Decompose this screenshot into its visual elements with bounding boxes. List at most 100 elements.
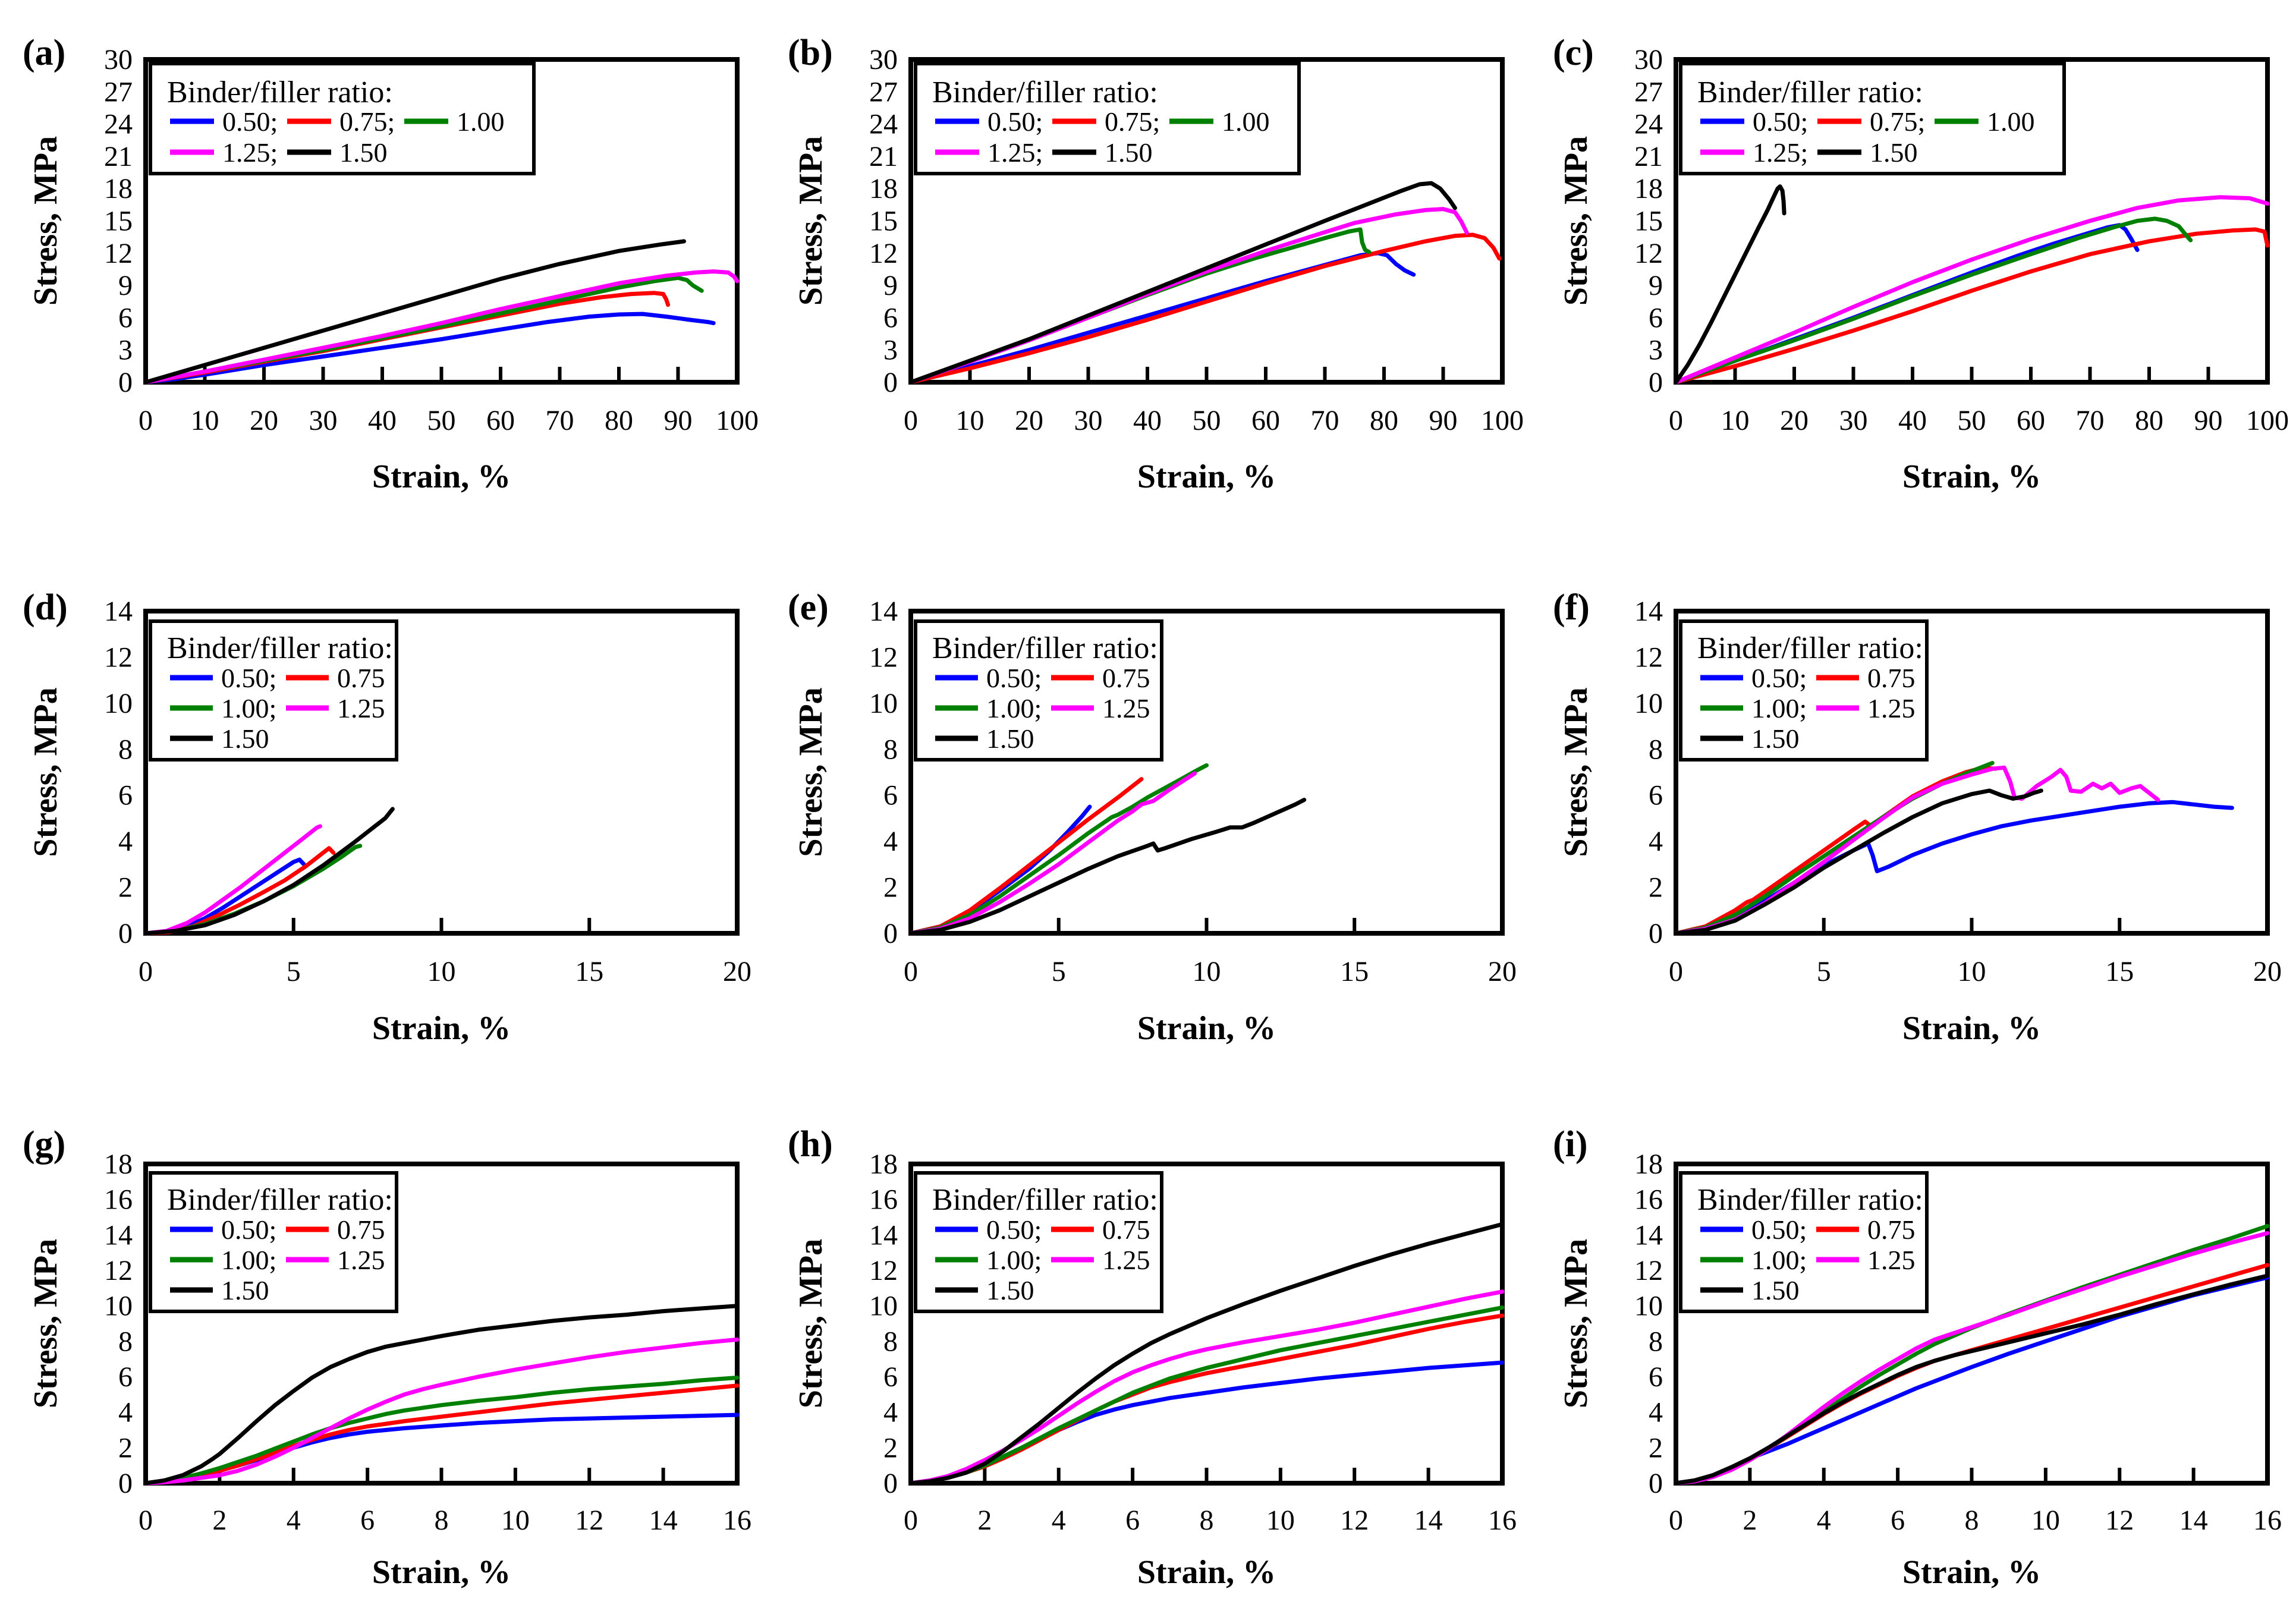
series-0.50: [1674, 800, 2234, 936]
y-axis-title: Stress, MPa: [1558, 136, 1594, 306]
x-tick-label: 5: [1052, 956, 1066, 987]
legend: Binder/filler ratio:0.50; 0.75 1.00; 1.25 1.…: [1679, 1171, 1929, 1313]
y-tick-label: 16: [104, 1184, 133, 1216]
x-tick-label: 60: [486, 405, 515, 436]
x-tick-label: 20: [1780, 405, 1809, 436]
y-tick-label: 12: [104, 641, 133, 673]
y-tick-label: 0: [118, 1468, 133, 1499]
x-tick-label: 20: [250, 405, 278, 436]
y-tick-label: 6: [883, 1361, 898, 1393]
x-tick-label: 80: [2135, 405, 2163, 436]
legend-label: 0.50;: [987, 106, 1043, 137]
series-1.50: [1674, 184, 1787, 385]
y-tick-label: 4: [118, 1397, 133, 1428]
panel-d: 0 5 10 15 20 0 2 4 6 8 10 12 14 Strain, % Stress, MPa B…: [0, 537, 765, 1074]
x-tick-label: 10: [191, 405, 219, 436]
y-tick-label: 18: [869, 1149, 898, 1180]
series-1.25: [143, 1337, 740, 1486]
plot-frame: [143, 609, 740, 936]
y-tick-label: 10: [1634, 1291, 1663, 1322]
y-tick-label: 18: [869, 173, 898, 204]
x-tick-label: 6: [1125, 1505, 1140, 1536]
legend-title: Binder/filler ratio:: [1697, 1183, 1923, 1217]
x-tick-label: 10: [956, 405, 985, 436]
legend-title: Binder/filler ratio:: [1697, 75, 1923, 109]
legend-label: 1.00;: [986, 693, 1042, 723]
series-0.50: [908, 804, 1092, 936]
legend: Binder/filler ratio:0.50; 0.75 1.00; 1.25 1.…: [914, 619, 1163, 762]
legend-label: 1.25: [337, 1245, 385, 1275]
legend-title: Binder/filler ratio:: [932, 1183, 1158, 1217]
y-tick-label: 4: [883, 1397, 898, 1428]
legend-label: 0.75: [1102, 663, 1150, 693]
y-tick-label: 9: [883, 270, 898, 301]
series-1.25: [908, 207, 1469, 385]
y-tick-label: 14: [1634, 1219, 1663, 1251]
legend: Binder/filler ratio:0.50; 0.75 1.00; 1.25 1.…: [149, 619, 398, 762]
x-tick-label: 50: [427, 405, 456, 436]
legend-label: 1.25: [1102, 1245, 1150, 1275]
y-tick-label: 2: [1649, 872, 1663, 904]
y-tick-label: 3: [1649, 335, 1663, 366]
legend-label: 1.00: [1987, 106, 2035, 137]
y-tick-label: 12: [104, 238, 133, 269]
x-tick-label: 50: [1193, 405, 1221, 436]
y-tick-label: 0: [118, 367, 133, 398]
y-axis-title: Stress, MPa: [792, 1239, 829, 1408]
x-axis-title: Strain, %: [1137, 1010, 1276, 1047]
x-tick-label: 6: [1891, 1505, 1905, 1536]
x-axis-title: Strain, %: [1902, 1010, 2041, 1047]
legend-label: 1.25: [1867, 693, 1916, 723]
legend-label: 0.75: [1867, 663, 1916, 693]
x-tick-label: 12: [575, 1505, 603, 1536]
y-tick-label: 8: [1649, 734, 1663, 765]
panel-label-h: (h): [788, 1124, 833, 1165]
legend-label: 0.50;: [221, 663, 276, 693]
plot-frame: [1674, 1162, 2270, 1486]
y-tick-label: 6: [1649, 302, 1663, 333]
x-tick-label: 2: [212, 1505, 227, 1536]
x-tick-label: 10: [501, 1505, 530, 1536]
y-tick-label: 8: [118, 734, 133, 765]
y-tick-label: 15: [869, 206, 898, 237]
y-tick-label: 6: [118, 1361, 133, 1393]
legend-label: 1.00;: [986, 1245, 1042, 1275]
series-0.50: [908, 1360, 1505, 1486]
legend-title: Binder/filler ratio:: [167, 1183, 393, 1217]
plot-frame: [908, 1162, 1505, 1486]
panel-h: 0 2 4 6 8 10 12 14 16 0 2 4 6 8 10 12 14 16 18 Strain, % Str…: [765, 1074, 1530, 1611]
chart-e: 0 5 10 15 20 0 2 4 6 8 10 12 14 Strain, % Stress, MPa B…: [765, 537, 1530, 1074]
x-tick-label: 20: [723, 956, 751, 987]
x-axis-title: Strain, %: [1137, 1554, 1276, 1591]
x-tick-label: 50: [1958, 405, 1986, 436]
legend: Binder/filler ratio:0.50; 0.75; 1.00 1.25; 1…: [1679, 62, 2066, 175]
plot-frame: [143, 1162, 740, 1486]
panel-a: 0 10 20 30 40 50 60 70 80 90 100 0 3 6 9 12 15 18 21 24 27 30…: [0, 0, 765, 537]
legend-label: 1.50: [986, 1275, 1034, 1305]
panel-label-a: (a): [23, 33, 66, 73]
legend-title: Binder/filler ratio:: [1697, 631, 1923, 665]
x-tick-label: 10: [2031, 1505, 2060, 1536]
legend-label: 1.50: [1751, 1275, 1800, 1305]
y-tick-label: 12: [869, 1255, 898, 1286]
legend-label: 0.50;: [1751, 1214, 1807, 1245]
x-tick-label: 10: [1193, 956, 1221, 987]
x-axis-title: Strain, %: [372, 1010, 511, 1047]
legend-label: 0.75;: [1105, 106, 1160, 137]
x-tick-label: 4: [1817, 1505, 1831, 1536]
series-1.00: [1674, 216, 2193, 385]
legend-label: 1.50: [221, 723, 269, 754]
legend: Binder/filler ratio:0.50; 0.75 1.00; 1.25 1.…: [914, 1171, 1163, 1313]
y-axis-title: Stress, MPa: [1558, 687, 1594, 857]
x-axis-title: Strain, %: [1137, 458, 1276, 495]
legend-label: 1.00: [457, 106, 505, 137]
x-tick-label: 30: [1839, 405, 1868, 436]
y-tick-label: 10: [104, 1291, 133, 1322]
x-tick-label: 5: [1817, 956, 1831, 987]
chart-svg: 0 5 10 15 20 0 2 4 6 8 10 12 14 Strain, % Stress, MPa B…: [1558, 596, 2282, 1047]
x-axis-title: Strain, %: [1902, 458, 2041, 495]
y-tick-label: 0: [883, 1468, 898, 1499]
y-tick-label: 9: [1649, 270, 1663, 301]
